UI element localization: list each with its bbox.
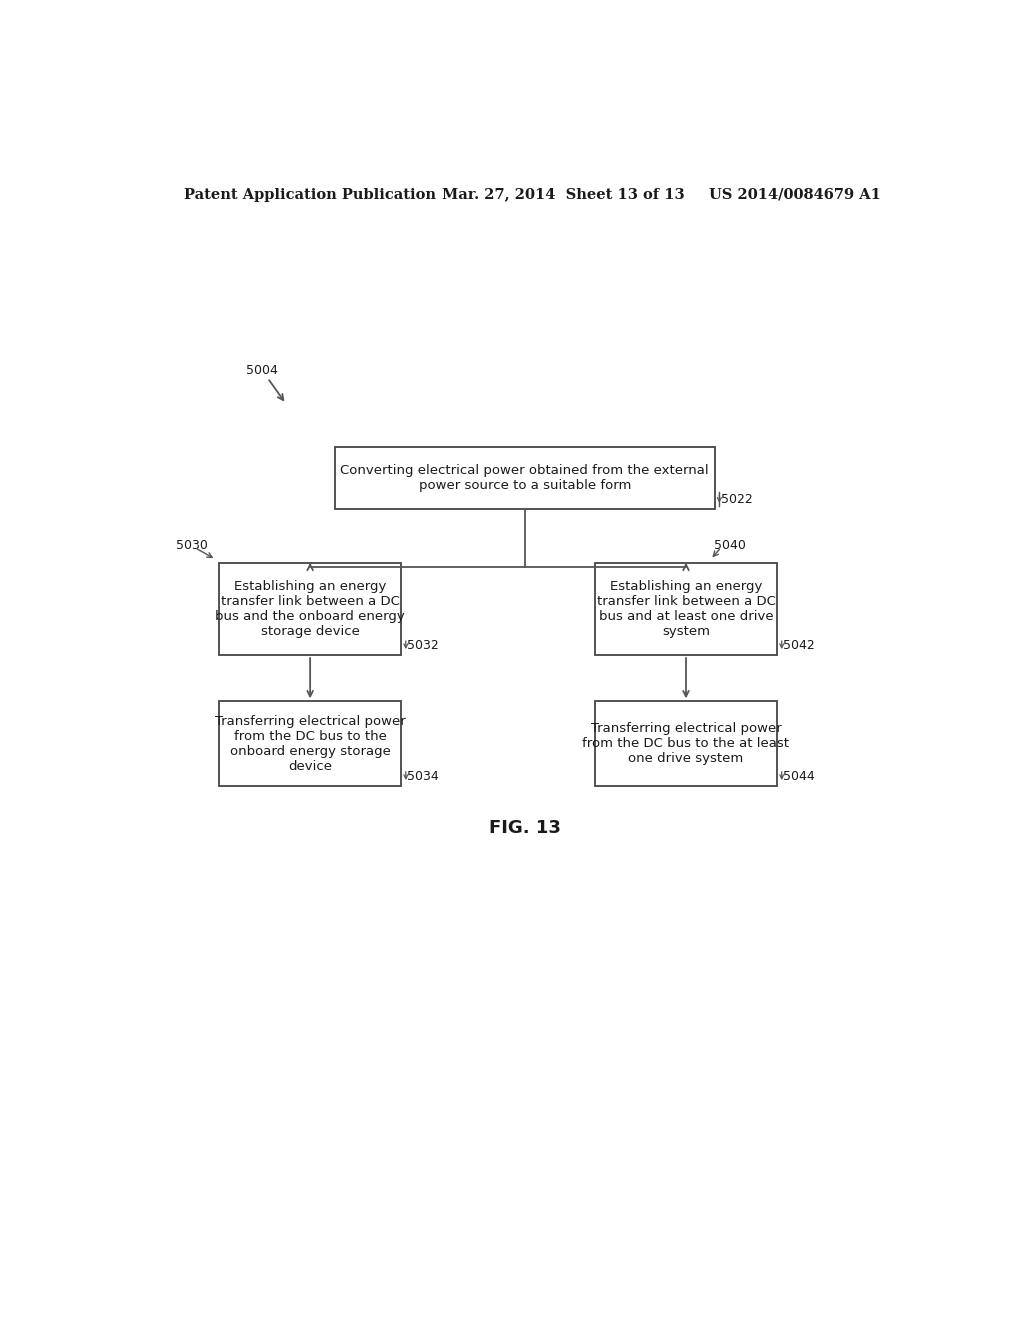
Text: US 2014/0084679 A1: US 2014/0084679 A1 bbox=[710, 187, 881, 202]
Text: Establishing an energy
transfer link between a DC
bus and the onboard energy
sto: Establishing an energy transfer link bet… bbox=[215, 579, 406, 638]
Text: Patent Application Publication: Patent Application Publication bbox=[183, 187, 436, 202]
Text: 5022: 5022 bbox=[721, 492, 753, 506]
Text: Converting electrical power obtained from the external
power source to a suitabl: Converting electrical power obtained fro… bbox=[341, 463, 709, 492]
Text: 5044: 5044 bbox=[783, 770, 815, 783]
Text: 5042: 5042 bbox=[783, 639, 815, 652]
Bar bbox=[595, 562, 777, 655]
Bar bbox=[595, 701, 777, 785]
Bar bbox=[219, 701, 401, 785]
Bar bbox=[219, 562, 401, 655]
Text: FIG. 13: FIG. 13 bbox=[488, 820, 561, 837]
Text: Establishing an energy
transfer link between a DC
bus and at least one drive
sys: Establishing an energy transfer link bet… bbox=[597, 579, 775, 638]
Text: 5032: 5032 bbox=[408, 639, 439, 652]
Text: 5030: 5030 bbox=[176, 539, 208, 552]
Text: Transferring electrical power
from the DC bus to the
onboard energy storage
devi: Transferring electrical power from the D… bbox=[215, 714, 406, 772]
Text: 5004: 5004 bbox=[246, 363, 278, 376]
Text: Transferring electrical power
from the DC bus to the at least
one drive system: Transferring electrical power from the D… bbox=[583, 722, 790, 766]
Text: 5040: 5040 bbox=[714, 539, 745, 552]
Text: Mar. 27, 2014  Sheet 13 of 13: Mar. 27, 2014 Sheet 13 of 13 bbox=[442, 187, 684, 202]
Text: 5034: 5034 bbox=[408, 770, 439, 783]
Bar bbox=[335, 447, 715, 508]
